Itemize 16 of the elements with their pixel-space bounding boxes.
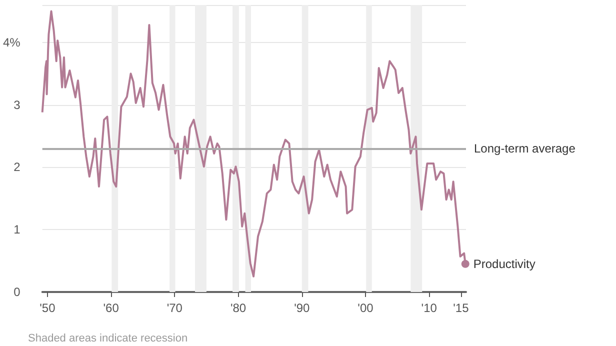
y-tick-label: 3 xyxy=(14,98,21,112)
x-tick-label: '00 xyxy=(358,301,374,315)
series-label: Productivity xyxy=(473,256,536,271)
x-tick-label: '10 xyxy=(421,301,438,315)
x-tick-label: '70 xyxy=(166,301,183,315)
x-tick-label: '15 xyxy=(453,301,470,315)
y-tick-label: 2 xyxy=(14,160,21,174)
x-tick-label: '60 xyxy=(103,301,120,315)
ref-line-label: Long-term average xyxy=(474,142,576,156)
text: Shaded areas indicate recession xyxy=(28,332,188,344)
y-tick-label: 1 xyxy=(14,222,21,237)
y-tick-label: 4% xyxy=(3,35,21,50)
x-tick-label: '50 xyxy=(40,301,56,315)
x-tick-label: '90 xyxy=(294,301,310,315)
x-tick-label: '80 xyxy=(230,301,246,315)
y-tick-label: 0 xyxy=(14,285,21,299)
